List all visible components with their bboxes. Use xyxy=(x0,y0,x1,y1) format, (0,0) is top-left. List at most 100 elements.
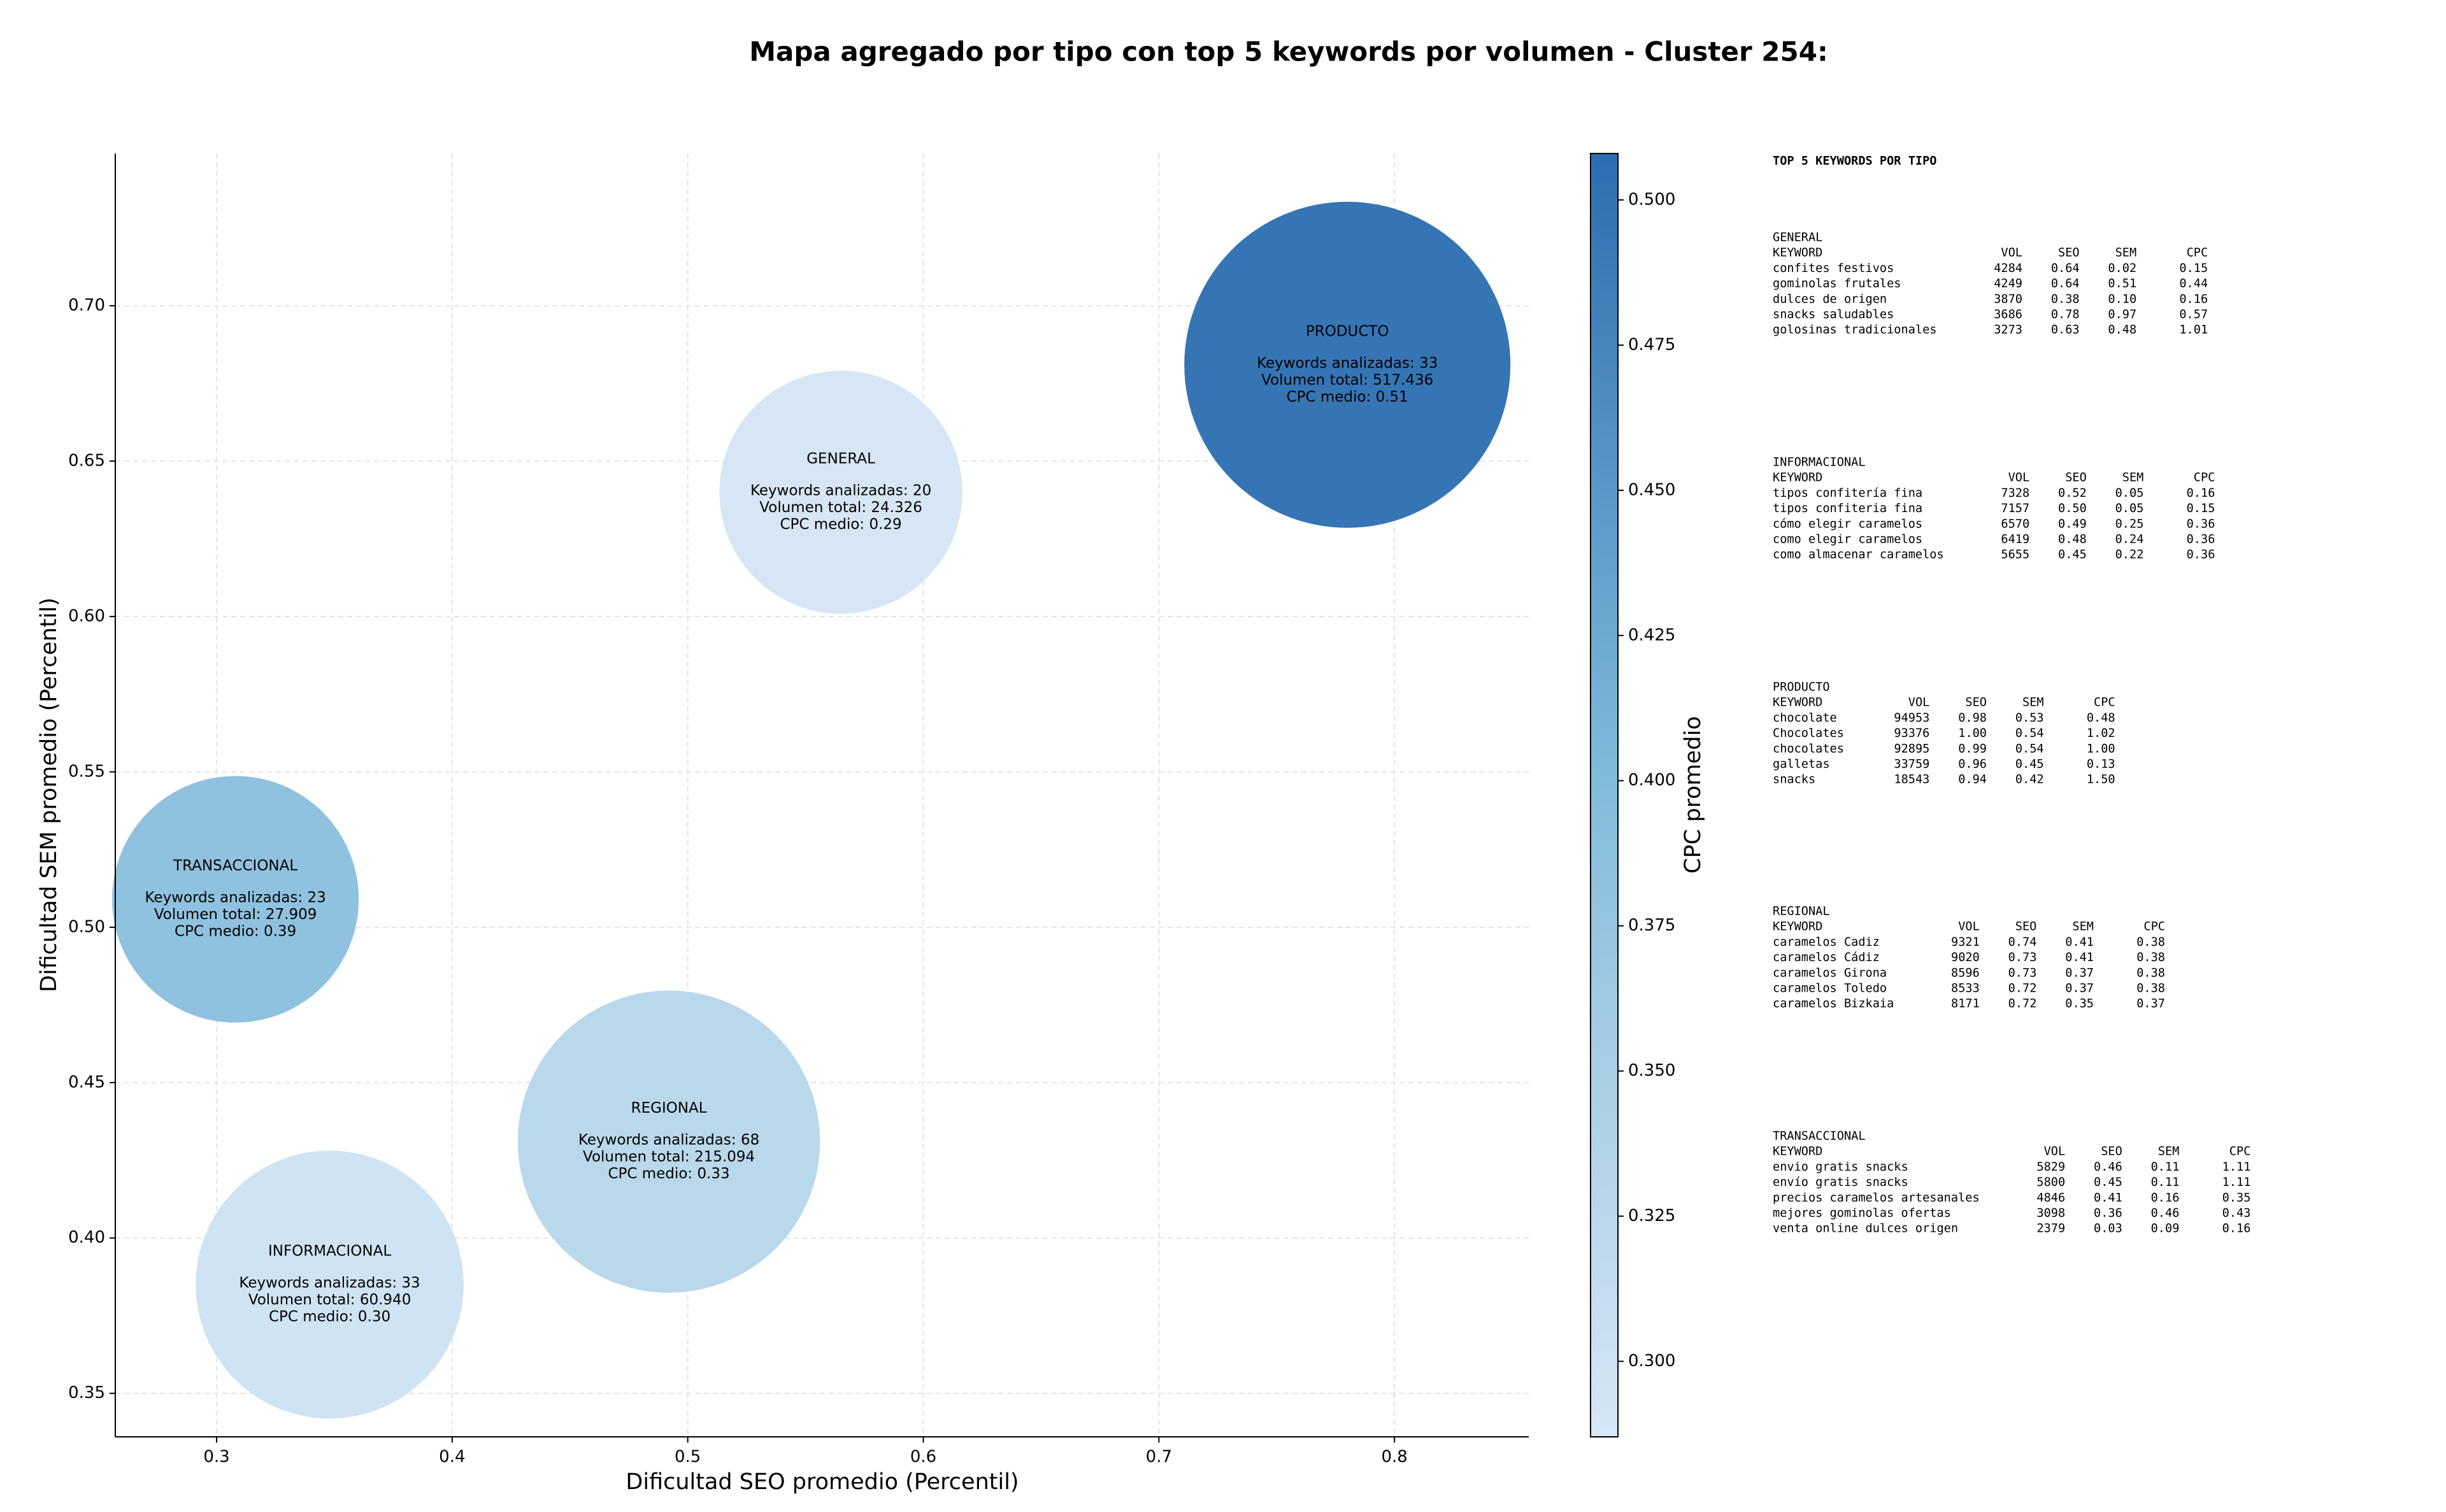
table-cell: 0.46 xyxy=(2151,1207,2180,1220)
table-cell: 0.72 xyxy=(2008,997,2037,1011)
table-cell: 7157 xyxy=(2001,502,2029,515)
table-cell: 0.11 xyxy=(2151,1160,2180,1174)
table-cell: caramelos Bizkaia xyxy=(1773,997,1894,1011)
table-cell: 0.53 xyxy=(2015,711,2044,725)
table-cell: 8171 xyxy=(1951,997,1980,1011)
bubble xyxy=(196,1150,464,1419)
table-cell: 0.48 xyxy=(2087,711,2115,725)
table-cell: 0.45 xyxy=(2058,548,2087,562)
column-header: CPC xyxy=(2187,246,2208,260)
column-header: KEYWORD xyxy=(1773,246,1822,260)
column-header: SEM xyxy=(2122,471,2144,485)
table-cell: cómo elegir caramelos xyxy=(1773,517,1922,531)
table-cell: como almacenar caramelos xyxy=(1773,548,1944,562)
table-cell: 0.96 xyxy=(1958,758,1987,771)
table-cell: 0.38 xyxy=(2136,951,2165,964)
table-cell: 0.36 xyxy=(2094,1207,2122,1220)
column-header: SEO xyxy=(2065,471,2087,485)
y-tick-label: 0.45 xyxy=(68,1073,105,1092)
section-name: GENERAL xyxy=(1773,231,1822,245)
bubble-label: TRANSACCIONAL xyxy=(173,857,297,874)
table-cell: 0.50 xyxy=(2058,502,2087,515)
table-cell: 3098 xyxy=(2036,1207,2065,1220)
column-header: SEO xyxy=(2101,1145,2122,1159)
bubble-label: PRODUCTO xyxy=(1306,323,1389,339)
y-axis-label: Dificultad SEM promedio (Percentil) xyxy=(36,597,62,992)
column-header: SEM xyxy=(2072,920,2094,934)
x-tick-label: 0.8 xyxy=(1382,1448,1408,1467)
y-tick-label: 0.55 xyxy=(68,762,105,781)
bubble-annotation: CPC medio: 0.39 xyxy=(175,923,296,939)
bubble-annotation: CPC medio: 0.51 xyxy=(1287,389,1408,405)
colorbar-tick-label: 0.300 xyxy=(1628,1352,1675,1371)
colorbar-tick-label: 0.500 xyxy=(1628,190,1675,209)
table-cell: 0.51 xyxy=(2108,277,2136,290)
column-header: VOL xyxy=(2044,1145,2066,1159)
table-cell: 0.48 xyxy=(2058,533,2087,546)
bubble-annotation: Keywords analizadas: 33 xyxy=(239,1274,420,1291)
table-cell: 92895 xyxy=(1894,742,1929,755)
column-header: KEYWORD xyxy=(1773,696,1822,710)
y-tick-label: 0.35 xyxy=(68,1383,105,1402)
table-cell: 0.45 xyxy=(2094,1176,2122,1189)
table-cell: 0.16 xyxy=(2179,292,2208,306)
colorbar-tick-label: 0.450 xyxy=(1628,480,1675,499)
table-cell: 0.97 xyxy=(2108,308,2136,322)
table-cell: 1.11 xyxy=(2222,1176,2251,1189)
y-tick-label: 0.50 xyxy=(68,917,105,936)
table-cell: 0.24 xyxy=(2115,533,2144,546)
table-cell: envio gratis snacks xyxy=(1773,1160,1908,1174)
table-cell: tipos confitería fina xyxy=(1773,487,1922,500)
table-cell: 0.41 xyxy=(2094,1191,2122,1204)
table-cell: 0.37 xyxy=(2136,997,2165,1011)
x-tick-label: 0.7 xyxy=(1146,1448,1172,1467)
column-header: KEYWORD xyxy=(1773,1145,1822,1159)
bubble-annotation: Keywords analizadas: 68 xyxy=(578,1132,759,1148)
table-cell: 0.02 xyxy=(2108,262,2136,275)
table-cell: tipos confiteria fina xyxy=(1773,502,1922,515)
table-cell: 0.54 xyxy=(2015,727,2044,740)
column-header: SEM xyxy=(2158,1145,2180,1159)
bubble-annotation: Volumen total: 27.909 xyxy=(154,906,317,923)
table-cell: 0.38 xyxy=(2136,936,2165,949)
table-cell: caramelos Cadiz xyxy=(1773,936,1880,949)
column-header: VOL xyxy=(2008,471,2030,485)
table-cell: 0.38 xyxy=(2051,292,2080,306)
table-cell: 0.45 xyxy=(2015,758,2044,771)
table-cell: 0.98 xyxy=(1958,711,1987,725)
y-tick-label: 0.40 xyxy=(68,1228,105,1247)
table-cell: 0.54 xyxy=(2015,742,2044,755)
bubble xyxy=(1184,201,1511,528)
bubble-annotation: Keywords analizadas: 23 xyxy=(145,889,325,906)
table-cell: 9321 xyxy=(1951,936,1980,949)
colorbar-tick-label: 0.400 xyxy=(1628,771,1675,790)
table-cell: 0.43 xyxy=(2222,1207,2251,1220)
table-cell: Chocolates xyxy=(1773,727,1844,740)
column-header: SEM xyxy=(2115,246,2137,260)
chart-title: Mapa agregado por tipo con top 5 keyword… xyxy=(749,36,1828,68)
table-cell: mejores gominolas ofertas xyxy=(1773,1207,1951,1220)
bubble-annotation: Keywords analizadas: 33 xyxy=(1257,355,1438,371)
bubble-label: REGIONAL xyxy=(631,1100,707,1116)
column-header: VOL xyxy=(1908,696,1930,710)
table-cell: snacks saludables xyxy=(1773,308,1894,322)
table-cell: 0.52 xyxy=(2058,487,2087,500)
table-cell: 0.48 xyxy=(2108,324,2136,337)
column-header: CPC xyxy=(2229,1145,2251,1159)
table-cell: 0.16 xyxy=(2151,1191,2180,1204)
table-cell: 0.15 xyxy=(2187,502,2215,515)
table-cell: envío gratis snacks xyxy=(1773,1176,1908,1189)
table-cell: 0.78 xyxy=(2051,308,2080,322)
table-cell: 0.57 xyxy=(2179,308,2208,322)
table-cell: 1.02 xyxy=(2087,727,2115,740)
bubble-annotation: Volumen total: 215.094 xyxy=(583,1149,755,1166)
table-cell: 0.73 xyxy=(2008,951,2037,964)
panel-title: TOP 5 KEYWORDS POR TIPO xyxy=(1773,155,1936,168)
column-header: SEO xyxy=(2058,246,2080,260)
colorbar-tick-label: 0.350 xyxy=(1628,1061,1675,1080)
colorbar-tick-label: 0.425 xyxy=(1628,625,1675,645)
table-cell: 0.63 xyxy=(2051,324,2080,337)
table-cell: 94953 xyxy=(1894,711,1929,725)
table-cell: 0.37 xyxy=(2065,966,2094,980)
